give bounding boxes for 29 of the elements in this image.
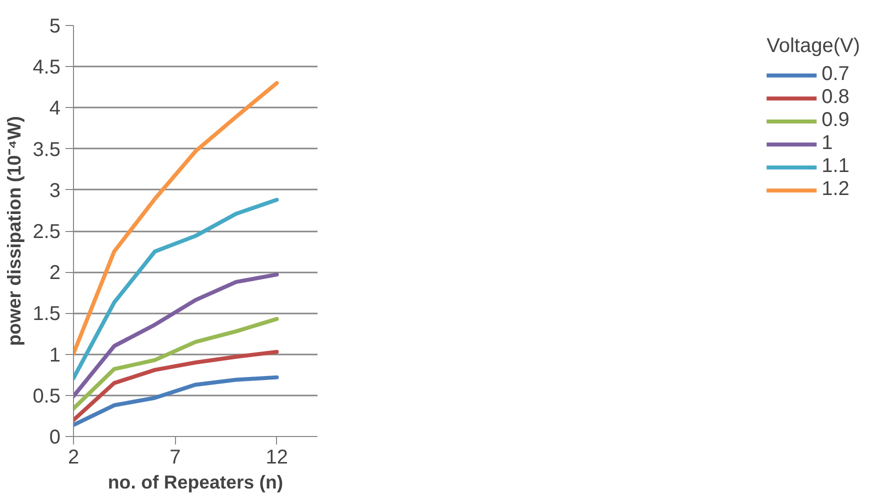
x-tick-label: 7 (170, 446, 181, 468)
y-tick-label: 5 (49, 16, 60, 38)
y-tick-label: 0 (49, 426, 60, 448)
legend-label: 0.7 (822, 63, 850, 86)
y-tick-label: 2 (49, 262, 60, 284)
legend-label: 1.1 (822, 155, 850, 178)
y-tick-label: 3 (49, 180, 60, 202)
line-series (74, 81, 279, 356)
y-tick-label: 2.5 (32, 221, 61, 243)
y-tick-label: 1.5 (32, 303, 61, 326)
legend-label: 0.8 (822, 86, 850, 109)
line-series (74, 316, 279, 411)
legend-label: 1.2 (822, 178, 850, 201)
y-tick-label: 4 (49, 98, 60, 120)
x-tick-label: 2 (68, 446, 80, 468)
line-series (74, 375, 279, 427)
legend-label: 0.9 (822, 109, 850, 132)
line-series (74, 198, 279, 380)
y-tick-label: 4.5 (32, 56, 61, 79)
y-axis-title: power dissipation (10⁻⁴W) (4, 116, 25, 346)
line-series (74, 350, 279, 422)
x-tick-label: 12 (266, 446, 288, 468)
line-series (74, 272, 279, 398)
y-tick-label: 3.5 (32, 138, 61, 161)
y-tick-label: 0.5 (32, 385, 61, 408)
legend-label: 1 (822, 132, 834, 155)
y-tick-label: 1 (49, 344, 60, 366)
x-axis-title: no. of Repeaters (n) (108, 472, 284, 492)
legend-title: Voltage(V) (766, 35, 860, 58)
